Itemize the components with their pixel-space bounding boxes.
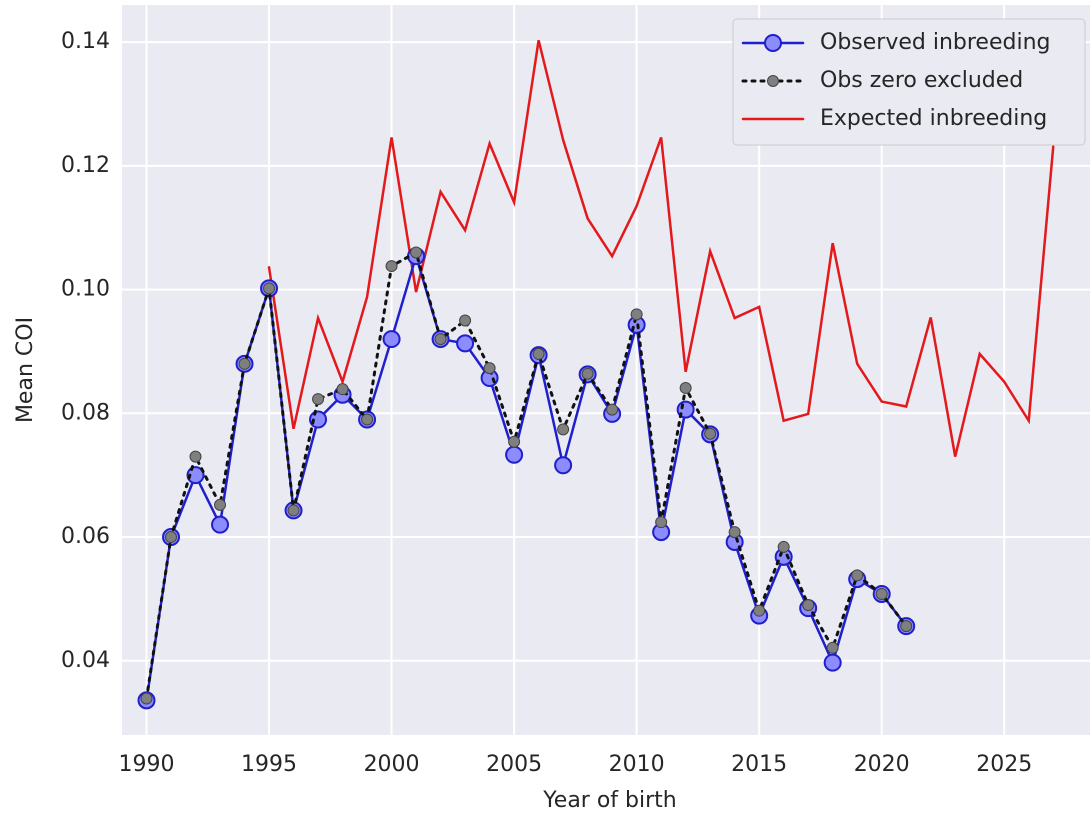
x-tick-label: 2025	[976, 752, 1032, 777]
data-point	[385, 260, 398, 273]
data-point	[336, 383, 349, 396]
x-tick-label: 2010	[609, 752, 665, 777]
data-point	[263, 282, 276, 295]
data-point	[777, 540, 790, 553]
y-tick-label: 0.12	[61, 153, 110, 178]
data-point	[826, 641, 839, 654]
data-point	[875, 587, 888, 600]
data-point	[851, 569, 864, 582]
data-point	[483, 362, 496, 375]
y-tick-label: 0.10	[61, 277, 110, 302]
data-point	[532, 347, 545, 360]
legend-label: Obs zero excluded	[820, 68, 1023, 93]
x-tick-label: 2000	[364, 752, 420, 777]
y-tick-label: 0.08	[61, 400, 110, 425]
data-point	[606, 403, 619, 416]
data-point	[189, 450, 202, 463]
y-tick-label: 0.14	[61, 29, 110, 54]
data-point	[802, 599, 815, 612]
data-point	[753, 604, 766, 617]
data-point	[630, 308, 643, 321]
data-point	[823, 653, 842, 672]
x-tick-label: 2020	[854, 752, 910, 777]
data-point	[557, 423, 570, 436]
data-point	[312, 393, 325, 406]
data-point	[764, 34, 782, 52]
x-tick-label: 2015	[731, 752, 787, 777]
data-point	[679, 381, 692, 394]
series-line	[145, 250, 908, 700]
data-point	[704, 427, 717, 440]
y-axis-label: Mean COI	[13, 317, 38, 423]
data-point	[554, 456, 573, 475]
x-tick-label: 2005	[486, 752, 542, 777]
y-tick-label: 0.06	[61, 524, 110, 549]
y-tick-label: 0.04	[61, 648, 110, 673]
data-point	[186, 466, 205, 485]
data-point	[655, 516, 668, 529]
legend-label: Expected inbreeding	[820, 106, 1047, 131]
data-point	[238, 357, 251, 370]
data-point	[900, 620, 913, 633]
x-tick-label: 1990	[119, 752, 175, 777]
data-point	[508, 435, 521, 448]
series-line	[267, 39, 1055, 457]
data-point	[410, 246, 423, 259]
legend-box	[732, 18, 1086, 146]
data-point	[287, 504, 300, 517]
data-point	[211, 515, 230, 534]
data-point	[140, 692, 153, 705]
data-point	[459, 314, 472, 327]
data-point	[581, 367, 594, 380]
data-point	[361, 413, 374, 426]
x-axis-label: Year of birth	[542, 788, 676, 813]
data-point	[434, 333, 447, 346]
legend-label: Observed inbreeding	[820, 30, 1050, 55]
data-point	[214, 498, 227, 511]
data-point	[767, 75, 779, 87]
data-point	[456, 334, 475, 353]
x-tick-label: 1995	[241, 752, 297, 777]
data-point	[728, 526, 741, 539]
data-point	[382, 330, 401, 349]
data-point	[505, 445, 524, 464]
data-point	[165, 531, 178, 544]
